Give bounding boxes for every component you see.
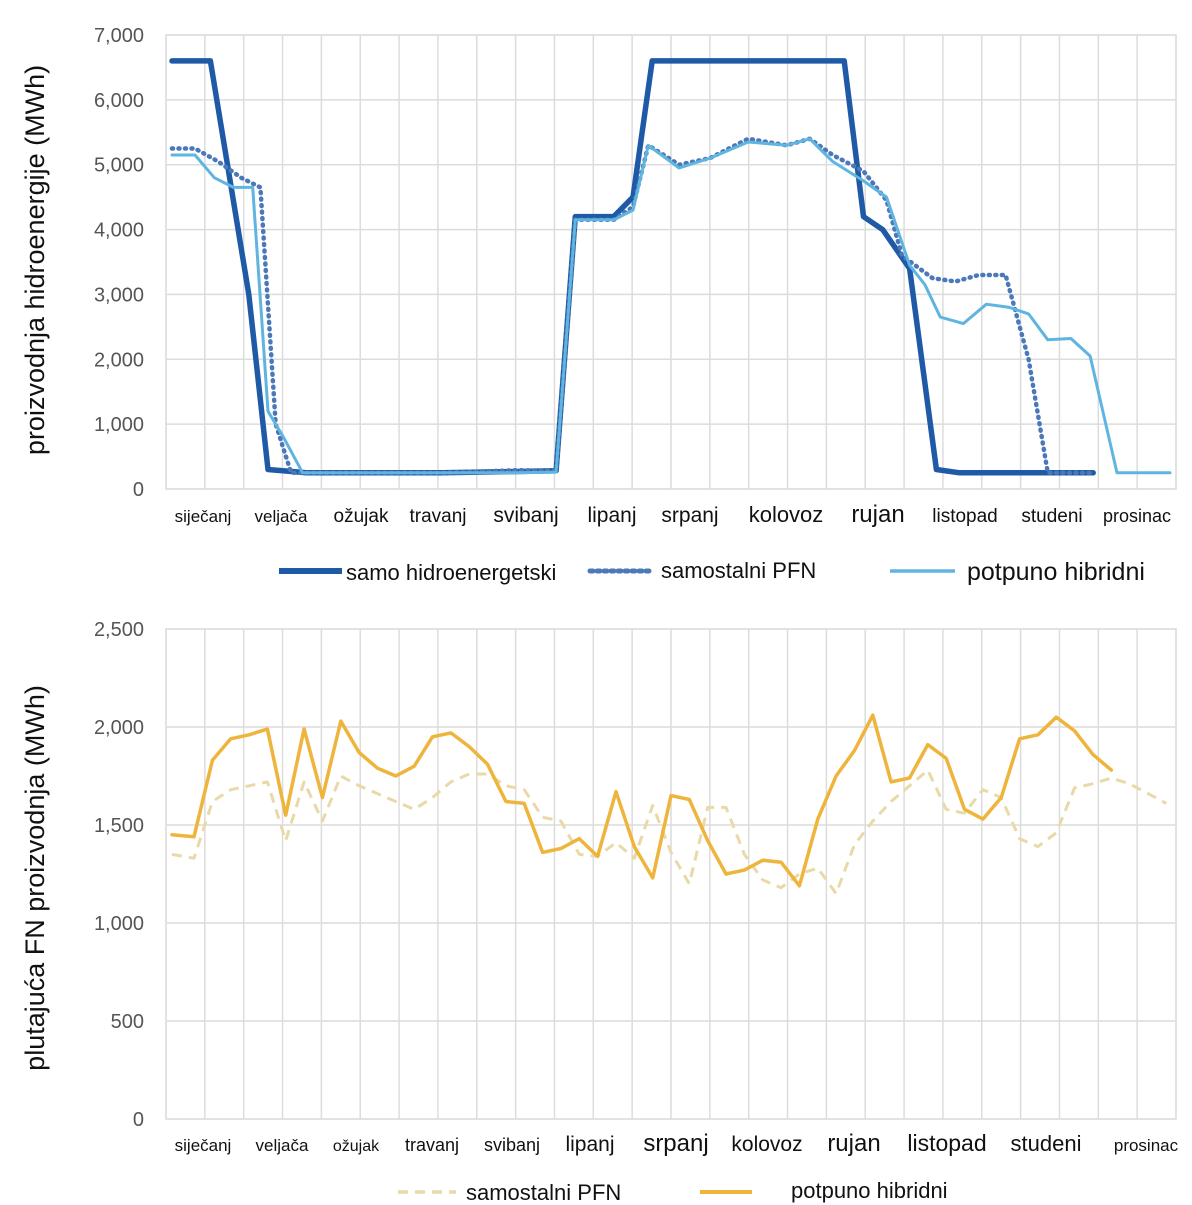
x-category-label: kolovoz xyxy=(731,1133,802,1156)
legend-label-potpuno-hibridni: potpuno hibridni xyxy=(791,1178,948,1203)
x-category-label: siječanj xyxy=(175,507,232,526)
x-category-label: svibanj xyxy=(493,504,558,527)
pv-chart-svg: 0 500 1,000 1,500 2,000 2,500 siječanj veljača… xyxy=(20,619,1179,1205)
legend: samostalni PFN potpuno hibridni xyxy=(398,1178,948,1205)
legend-label-samostalni-pfn: samostalni PFN xyxy=(661,558,816,583)
y-tick-label: 6,000 xyxy=(94,90,144,112)
y-tick-label: 1,000 xyxy=(94,913,144,935)
x-category-label: ožujak xyxy=(333,1138,380,1155)
x-category-label: rujan xyxy=(851,501,904,528)
x-category-label: veljača xyxy=(255,507,308,526)
y-tick-label: 4,000 xyxy=(94,220,144,242)
y-tick-label: 3,000 xyxy=(94,284,144,306)
hydro-chart: 0 1,000 2,000 3,000 4,000 5,000 6,000 7,000 sij… xyxy=(0,0,1192,600)
x-category-label: prosinac xyxy=(1114,1136,1179,1155)
x-category-label: travanj xyxy=(409,506,466,527)
y-tick-label: 5,000 xyxy=(94,155,144,177)
y-tick-label: 7,000 xyxy=(94,25,144,47)
legend-label-samostalni-pfn: samostalni PFN xyxy=(466,1180,621,1205)
x-category-label: srpanj xyxy=(661,504,718,527)
x-category-label: listopad xyxy=(907,1130,986,1156)
hydro-chart-svg: 0 1,000 2,000 3,000 4,000 5,000 6,000 7,000 sij… xyxy=(20,25,1177,586)
y-tick-label: 2,500 xyxy=(94,619,144,641)
x-category-label: listopad xyxy=(932,506,998,527)
y-tick-label: 2,000 xyxy=(94,349,144,371)
x-category-label: travanj xyxy=(405,1135,459,1155)
y-tick-label: 500 xyxy=(111,1011,144,1033)
x-category-label: prosinac xyxy=(1103,506,1171,526)
x-category-label: rujan xyxy=(827,1130,880,1157)
x-category-label: studeni xyxy=(1011,1131,1082,1156)
x-category-label: svibanj xyxy=(484,1135,540,1155)
y-tick-label: 2,000 xyxy=(94,717,144,739)
legend-label-potpuno-hibridni: potpuno hibridni xyxy=(967,558,1145,586)
x-category-label: kolovoz xyxy=(749,502,824,527)
x-category-label: lipanj xyxy=(565,1133,614,1156)
x-category-label: srpanj xyxy=(643,1130,708,1157)
x-category-label: ožujak xyxy=(334,506,389,527)
x-category-label: lipanj xyxy=(587,504,636,527)
y-axis-label: plutajuća FN proizvodnja (MWh) xyxy=(20,685,50,1071)
y-axis-label: proizvodnja hidroenergije (MWh) xyxy=(20,65,50,455)
y-tick-label: 1,000 xyxy=(94,414,144,436)
x-category-label: siječanj xyxy=(175,1136,232,1155)
legend: samo hidroenergetski samostalni PFN potp… xyxy=(279,558,1145,586)
x-category-label: studeni xyxy=(1021,506,1082,527)
x-category-label: veljača xyxy=(256,1136,309,1155)
y-tick-label: 0 xyxy=(133,1109,144,1131)
y-tick-label: 1,500 xyxy=(94,815,144,837)
series-line-potpuno-hibridni xyxy=(170,713,1114,888)
legend-label-samo-hidroenergetski: samo hidroenergetski xyxy=(346,560,556,585)
series-line-potpuno-hibridni xyxy=(170,137,1172,475)
pv-chart: 0 500 1,000 1,500 2,000 2,500 siječanj veljača… xyxy=(0,600,1192,1205)
y-tick-label: 0 xyxy=(133,479,144,501)
